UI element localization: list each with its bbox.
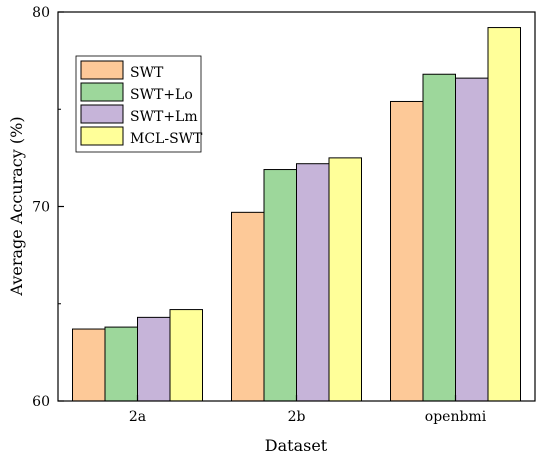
x-axis-label: Dataset: [265, 436, 328, 455]
ticks-group: 60 70 80 2a 2b openbmi: [32, 5, 487, 425]
y-tick-label: 80: [32, 5, 50, 21]
bar-swt-lm-openbmi: [455, 77, 489, 402]
bar-swt-openbmi: [390, 100, 424, 402]
x-tick-label: 2a: [129, 409, 146, 425]
bar-mcl-swt-openbmi: [487, 27, 521, 402]
legend-label: MCL-SWT: [130, 131, 203, 147]
legend-swatch: [80, 126, 124, 146]
x-tick-label: openbmi: [425, 409, 487, 425]
bar-swt-lm-2b: [296, 163, 330, 402]
legend-swatch: [80, 82, 124, 102]
bar-swt-lo-openbmi: [422, 73, 456, 402]
legend: SWT SWT+Lo SWT+Lm MCL-SWT: [75, 55, 203, 153]
legend-swatch: [80, 104, 124, 124]
bars-group: [72, 27, 521, 402]
bar-mcl-swt-2b: [328, 157, 362, 402]
x-tick-label: 2b: [288, 409, 306, 425]
legend-label: SWT: [130, 65, 164, 81]
y-axis-label: Average Accuracy (%): [7, 116, 26, 296]
bar-swt-2a: [72, 328, 106, 402]
bar-swt-lo-2a: [104, 326, 138, 402]
legend-label: SWT+Lo: [130, 87, 193, 103]
bar-swt-2b: [231, 211, 265, 402]
legend-label: SWT+Lm: [130, 109, 198, 125]
bar-mcl-swt-2a: [169, 309, 203, 402]
bar-swt-lo-2b: [263, 169, 297, 402]
y-tick-label: 60: [32, 394, 50, 410]
legend-swatch: [80, 60, 124, 80]
bar-swt-lm-2a: [137, 316, 171, 402]
y-tick-label: 70: [32, 200, 50, 216]
